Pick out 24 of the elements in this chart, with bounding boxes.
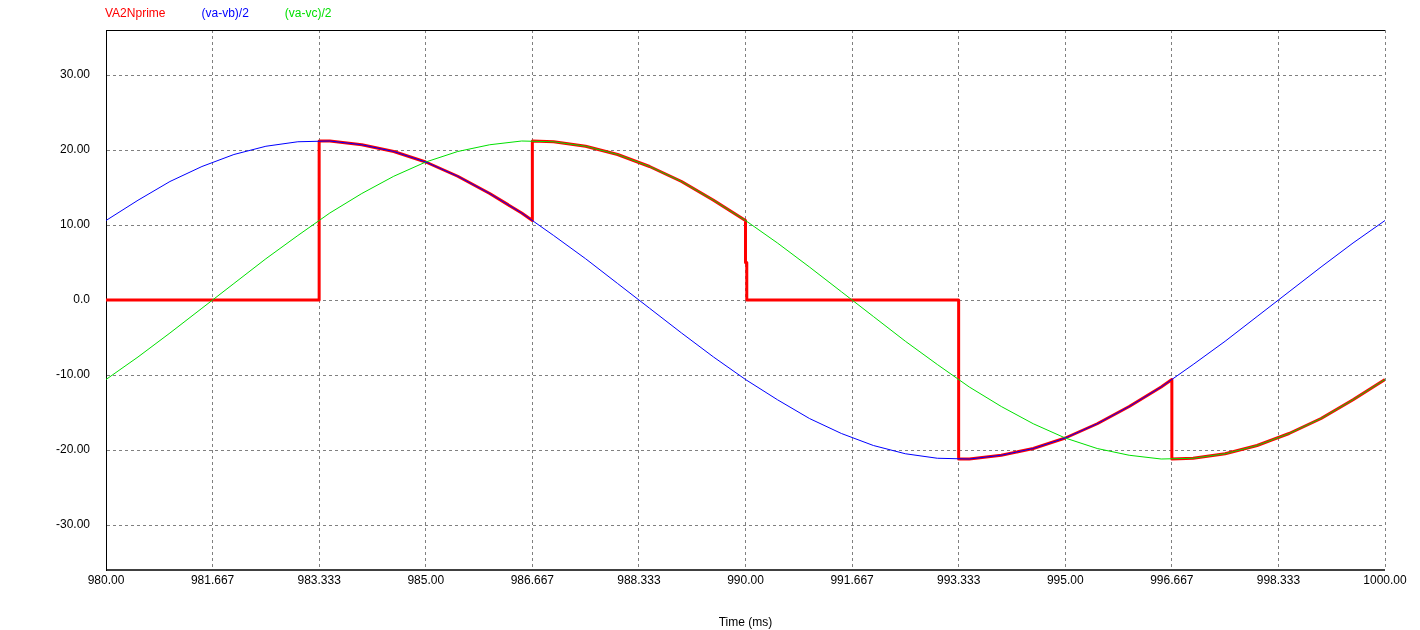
x-tick-label: 986.667: [510, 572, 555, 587]
x-tick-label: 980.00: [87, 572, 125, 587]
x-tick-label: 988.333: [617, 572, 661, 587]
x-tick-label: 985.00: [407, 572, 445, 587]
x-tick-label: 991.667: [830, 572, 875, 587]
x-axis-title: Time (ms): [718, 615, 773, 630]
y-tick-label: 10.00: [59, 217, 91, 232]
x-tick-label: 995.00: [1046, 572, 1084, 587]
y-tick-label: -20.00: [55, 442, 91, 457]
x-tick-label: 981.667: [190, 572, 235, 587]
y-tick-label: 20.00: [59, 142, 91, 157]
x-tick-label: 996.667: [1150, 572, 1194, 587]
text: VA2Nprime: [105, 6, 166, 20]
x-tick-label: 998.333: [1256, 572, 1301, 587]
y-tick-label: 30.00: [59, 67, 91, 82]
text: (va-vb)/2: [201, 6, 249, 20]
text: (va-vc)/2: [284, 6, 332, 20]
y-tick-label: -30.00: [55, 517, 91, 532]
x-tick-label: 990.00: [727, 572, 765, 587]
x-tick-label: 983.333: [297, 572, 342, 587]
x-tick-label: 1000.00: [1363, 572, 1408, 587]
y-tick-label: -10.00: [55, 367, 91, 382]
x-tick-label: 993.333: [936, 572, 981, 587]
y-tick-label: 0.0: [73, 292, 91, 307]
